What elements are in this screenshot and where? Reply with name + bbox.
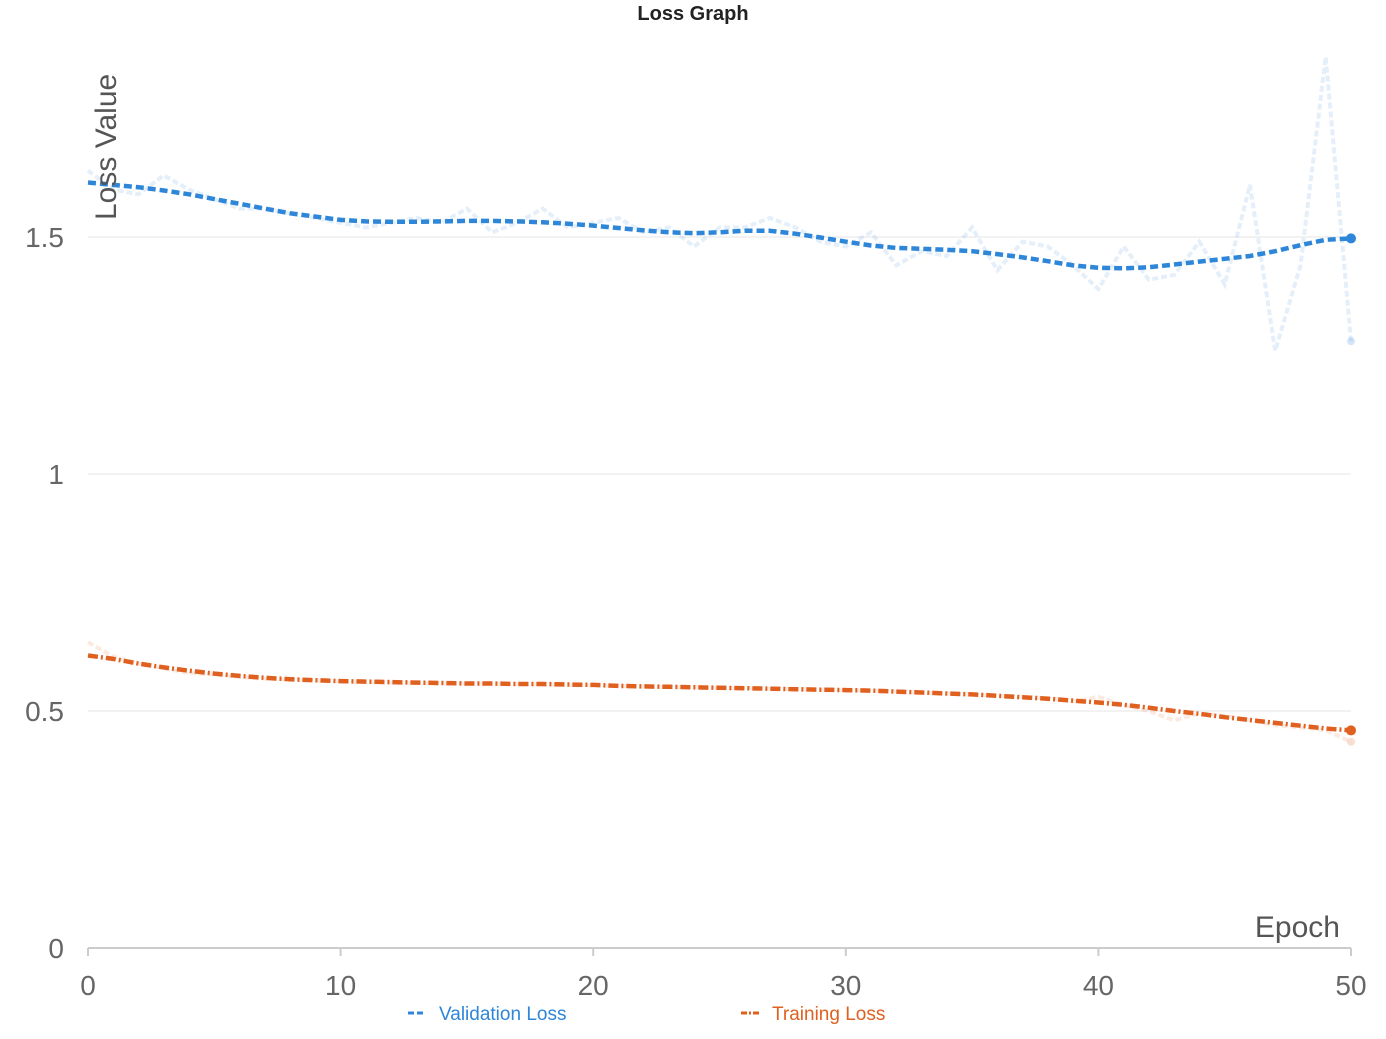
series-end-point-1 (1346, 725, 1356, 736)
y-tick-label-1: 0.5 (25, 696, 64, 727)
x-tick-label-5: 50 (1335, 970, 1366, 1001)
grid-lines (88, 236, 1351, 712)
chart-title: Loss Graph (637, 3, 748, 25)
series-raw-line-0 (86, 56, 1353, 352)
y-axis-ticks: 0 0.5 1 1.5 (25, 222, 64, 964)
x-tick-label-2: 20 (578, 970, 609, 1001)
x-tick-label-0: 0 (80, 970, 96, 1001)
x-axis-label: Epoch (1255, 911, 1340, 944)
series-line-1 (87, 653, 1352, 733)
series-layer (86, 56, 1356, 746)
legend-label-1[interactable]: Training Loss (772, 1004, 885, 1025)
series-end-point-0 (1346, 233, 1356, 244)
series-raw-end-point-0 (1347, 337, 1355, 346)
series-raw-line-1 (87, 640, 1352, 744)
y-tick-label-3: 1.5 (25, 222, 64, 253)
legend: Validation Loss Training Loss (408, 1004, 885, 1025)
x-tick-label-4: 40 (1083, 970, 1114, 1001)
x-tick-label-3: 30 (830, 970, 861, 1001)
x-tick-label-1: 10 (325, 970, 356, 1001)
series-raw-end-point-1 (1347, 737, 1355, 746)
x-axis: 0 10 20 30 40 50 (80, 947, 1367, 1001)
y-axis-label: Loss Value (90, 74, 123, 220)
y-tick-label-0: 0 (48, 933, 64, 964)
series-line-0 (87, 180, 1352, 271)
legend-label-0[interactable]: Validation Loss (439, 1004, 566, 1025)
y-tick-label-2: 1 (48, 459, 64, 490)
